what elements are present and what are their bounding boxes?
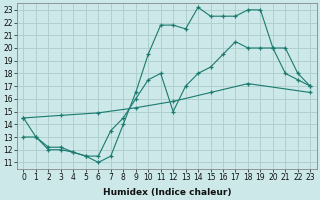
X-axis label: Humidex (Indice chaleur): Humidex (Indice chaleur) [103, 188, 231, 197]
